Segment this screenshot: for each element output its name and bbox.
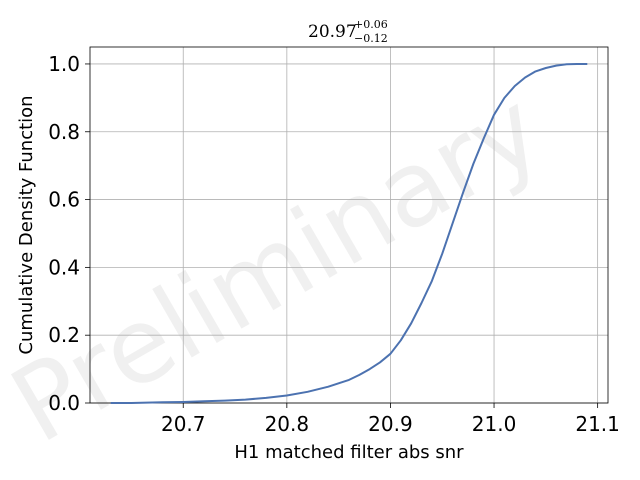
y-axis-ticks: 0.0 0.2 0.4 0.6 0.8 1.0 <box>48 52 90 415</box>
plot-frame <box>89 46 609 404</box>
y-tick-label: 0.4 <box>48 255 80 279</box>
title-lower-error: −0.12 <box>354 32 388 45</box>
y-tick-label: 0.6 <box>48 188 80 212</box>
x-tick-label: 21.0 <box>472 412 517 436</box>
y-tick-label: 0.0 <box>48 391 80 415</box>
y-tick-label: 0.2 <box>48 323 80 347</box>
x-tick-label: 21.1 <box>575 412 620 436</box>
x-tick-label: 20.7 <box>161 412 206 436</box>
y-axis-label: Cumulative Density Function <box>16 95 37 354</box>
x-tick-label: 20.8 <box>265 412 310 436</box>
y-tick-label: 1.0 <box>48 52 80 76</box>
chart-title: 20.97 +0.06 −0.12 <box>308 18 388 45</box>
cdf-series-line <box>110 63 588 404</box>
x-tick-label: 20.9 <box>368 412 413 436</box>
title-upper-error: +0.06 <box>354 18 388 31</box>
title-value: 20.97 <box>308 22 357 42</box>
x-axis-ticks: 20.7 20.8 20.9 21.0 21.1 <box>161 403 620 436</box>
y-tick-label: 0.8 <box>48 120 80 144</box>
x-axis-label: H1 matched filter abs snr <box>234 442 464 463</box>
grid-lines <box>90 47 608 404</box>
